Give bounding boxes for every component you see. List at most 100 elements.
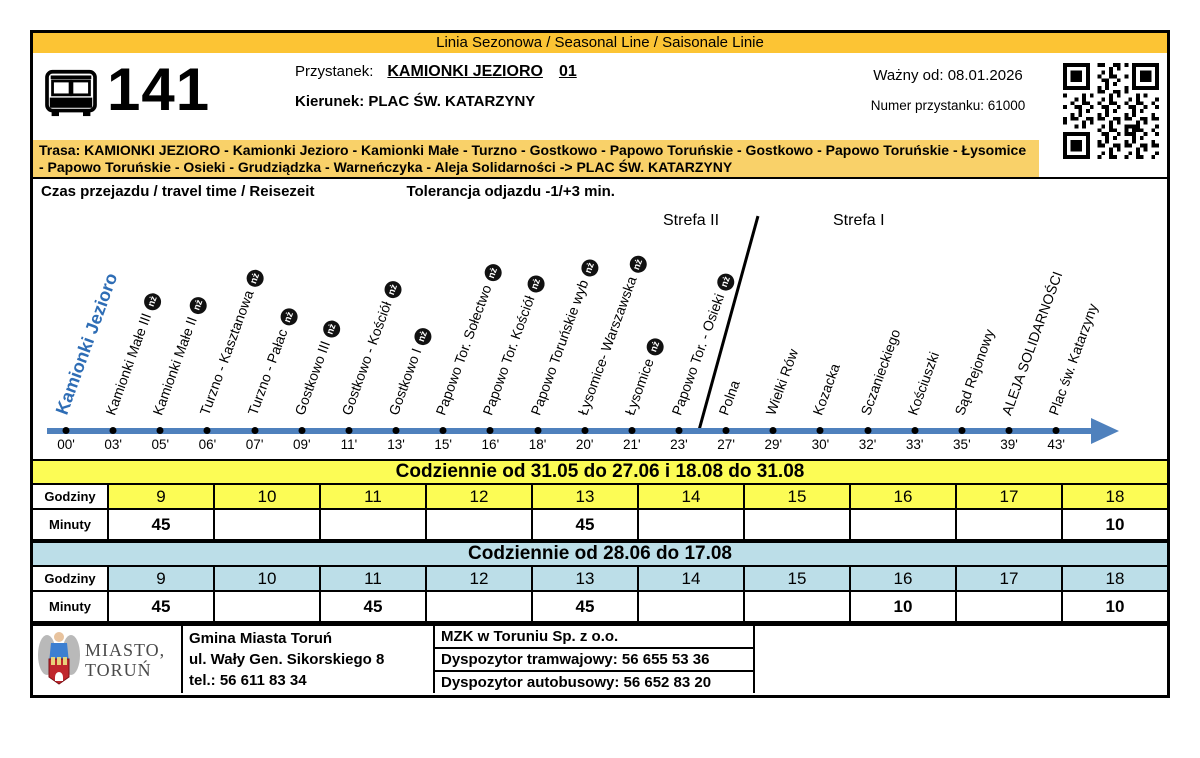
minute-cell: 45 xyxy=(321,592,427,621)
stop-dot xyxy=(816,427,824,434)
minute-cell xyxy=(215,592,321,621)
stop-time: 13' xyxy=(387,437,405,452)
minute-cell xyxy=(745,510,851,539)
minutes-row: Minuty 45 45 10 xyxy=(33,510,1167,541)
hour-cell: 15 xyxy=(745,567,851,590)
gmina-name: Gmina Miasta Toruń xyxy=(189,630,333,647)
footer: MIASTO, TORUŃ Gmina Miasta Toruń ul. Wał… xyxy=(33,623,1167,693)
seasonal-line-banner: Linia Sezonowa / Seasonal Line / Saisona… xyxy=(33,33,1167,53)
stop-time: 43' xyxy=(1047,437,1065,452)
stop-name-text: Gostkowo I xyxy=(385,345,425,418)
tolerance-label: Tolerancja odjazdu -1/+3 min. xyxy=(406,183,615,200)
on-request-badge: nż xyxy=(482,262,505,285)
stop-label: Gostkowo IIInż xyxy=(288,318,343,427)
zone-2-label: Strefa II xyxy=(663,212,720,229)
hour-cell: 18 xyxy=(1063,567,1167,590)
travel-time-row: Czas przejazdu / travel time / Reisezeit… xyxy=(33,177,1167,204)
minute-cell: 10 xyxy=(1063,592,1167,621)
stop-name-text: Łysomice xyxy=(621,356,657,418)
hour-cell: 18 xyxy=(1063,485,1167,508)
stop-label: Polna xyxy=(712,378,744,427)
stop-dot xyxy=(911,427,919,434)
on-request-badge: nż xyxy=(244,267,267,290)
stop-name: KAMIONKI JEZIORO xyxy=(387,63,543,80)
city-logotype-line1: MIASTO, xyxy=(85,639,166,660)
stop-time: 11' xyxy=(340,437,358,452)
stop-name-text: Polna xyxy=(715,378,743,418)
stop-name-text: Gostkowo - Kościół xyxy=(338,299,395,418)
stop-name-text: Plac św. Katarzyny xyxy=(1045,301,1101,418)
stop-time: 30' xyxy=(811,437,830,452)
minute-cell xyxy=(639,510,745,539)
on-request-badge: nż xyxy=(644,335,666,358)
minute-cell xyxy=(851,510,957,539)
mzk-name: MZK w Toruniu Sp. z o.o. xyxy=(435,626,753,649)
stop-dot xyxy=(769,427,777,434)
stop-label: Gostkowo Inż xyxy=(382,325,434,427)
service-period-title: Codziennie od 31.05 do 27.06 i 18.08 do … xyxy=(33,459,1167,485)
stop-time: 23' xyxy=(670,437,688,452)
stop-dot xyxy=(156,427,164,434)
travel-time-label: Czas przejazdu / travel time / Reisezeit xyxy=(41,183,315,200)
stop-dot xyxy=(109,427,117,434)
stop-platform: 01 xyxy=(558,63,577,80)
direction-value: PLAC ŚW. KATARZYNY xyxy=(368,93,536,110)
hour-cell: 10 xyxy=(215,485,321,508)
stop-name-text: Wielki Rów xyxy=(762,346,802,418)
hour-cell: 13 xyxy=(533,485,639,508)
stop-dot xyxy=(1005,427,1013,434)
stop-time: 03' xyxy=(104,437,122,452)
city-logo: MIASTO, TORUŃ xyxy=(33,626,183,693)
stop-time: 32' xyxy=(858,437,877,452)
on-request-badge: nż xyxy=(381,278,404,301)
hour-cell: 14 xyxy=(639,485,745,508)
stop-time: 27' xyxy=(717,437,735,452)
stop-name-text: Kozacka xyxy=(809,361,844,418)
on-request-badge: nż xyxy=(320,318,343,341)
stop-dot xyxy=(62,427,70,434)
gmina-contact: Gmina Miasta Toruń ul. Wały Gen. Sikorsk… xyxy=(183,626,435,693)
gmina-phone: tel.: 56 611 83 34 xyxy=(189,672,307,689)
mzk-bus-dispatcher: Dyspozytor autobusowy: 56 652 83 20 xyxy=(441,674,712,691)
hour-cell: 14 xyxy=(639,567,745,590)
timeline-arrowhead-icon xyxy=(1091,418,1119,444)
bus-icon xyxy=(43,69,99,122)
stop-dot xyxy=(203,427,211,434)
stop-name-text: Turzno - Pałac xyxy=(244,326,291,418)
hour-cell: 16 xyxy=(851,567,957,590)
minute-cell xyxy=(957,592,1063,621)
hour-cell: 10 xyxy=(215,567,321,590)
qr-code xyxy=(1058,54,1164,168)
minute-cell xyxy=(321,510,427,539)
stop-number: Numer przystanku: 61000 xyxy=(870,98,1026,113)
stop-dot xyxy=(581,427,589,434)
on-request-badge: nż xyxy=(277,306,300,329)
minutes-row-label: Minuty xyxy=(33,510,109,539)
hours-row-label: Godziny xyxy=(33,567,109,590)
minute-cell: 45 xyxy=(533,510,639,539)
stop-time: 33' xyxy=(905,437,924,452)
stop-name-text: Sąd Rejonowy xyxy=(951,326,998,418)
minute-cell: 45 xyxy=(533,592,639,621)
stop-name-text: Gostkowo III xyxy=(291,338,333,418)
on-request-badge: nż xyxy=(578,257,601,279)
hour-cell: 12 xyxy=(427,567,533,590)
timetables: Codziennie od 31.05 do 27.06 i 18.08 do … xyxy=(33,459,1167,623)
minute-cell xyxy=(215,510,321,539)
stop-time: 21' xyxy=(623,437,641,452)
stop-time: 15' xyxy=(434,437,452,452)
stop-name-text: Kamionki Małe III xyxy=(102,310,155,418)
minute-cell: 10 xyxy=(1063,510,1167,539)
stop-name-text: Papowo Tor. Kościół xyxy=(479,293,538,418)
stop-dot xyxy=(628,427,636,434)
header: 141 Przystanek: KAMIONKI JEZIORO 01 Kierun… xyxy=(33,53,1167,140)
mzk-tram-dispatcher: Dyspozytor tramwajowy: 56 655 53 36 xyxy=(435,649,753,672)
service-period-title: Codziennie od 28.06 do 17.08 xyxy=(33,541,1167,567)
stop-dot xyxy=(439,427,447,434)
direction-label: Kierunek: xyxy=(295,93,365,110)
hour-cell: 13 xyxy=(533,567,639,590)
hour-cell: 17 xyxy=(957,485,1063,508)
minute-cell xyxy=(427,510,533,539)
stop-info: Przystanek: KAMIONKI JEZIORO 01 Kierunek: … xyxy=(295,63,577,110)
on-request-badge: nż xyxy=(626,253,649,276)
